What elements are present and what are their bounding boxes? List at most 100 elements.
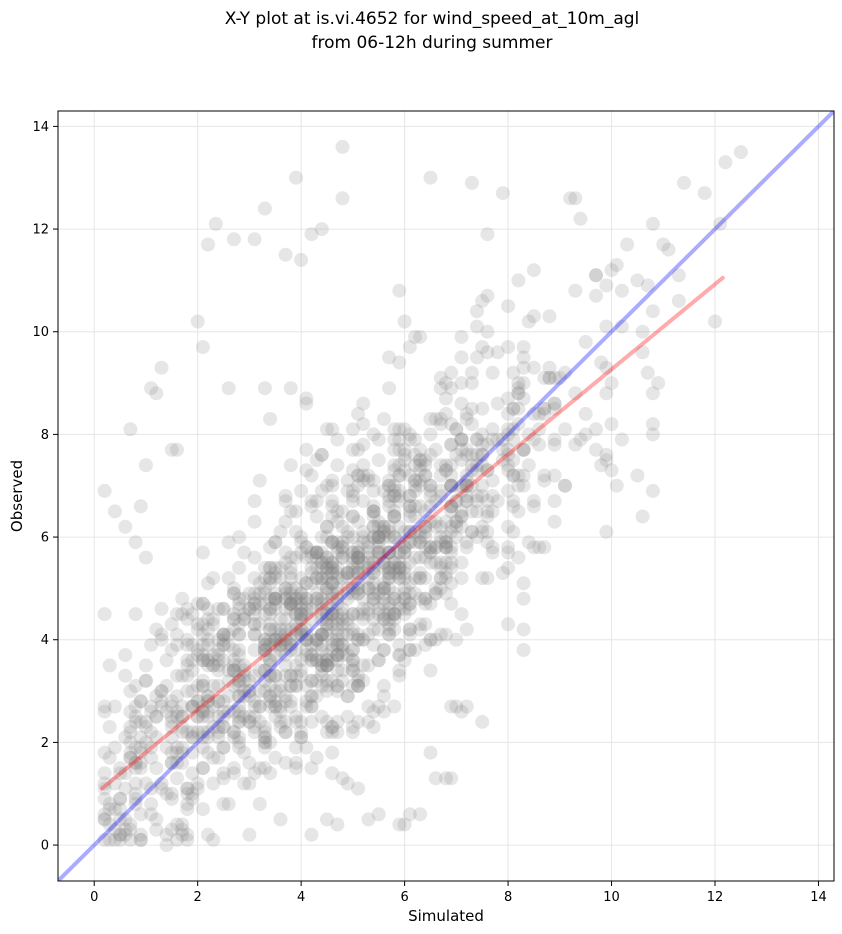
scatter-point [335,540,350,555]
scatter-point [314,222,329,237]
scatter-point [454,478,469,493]
scatter-point [128,535,143,550]
scatter-point [325,576,340,591]
scatter-point [521,427,536,442]
scatter-point [480,227,495,242]
scatter-point [475,437,490,452]
scatter-point [335,637,350,652]
scatter-point [382,560,397,575]
scatter-point [149,386,164,401]
scatter-point [501,299,516,314]
scatter-point [159,838,174,853]
scatter-point [309,591,324,606]
scatter-point [382,607,397,622]
scatter-point [345,442,360,457]
scatter-point [459,540,474,555]
scatter-point [123,725,138,740]
scatter-point [392,637,407,652]
scatter-point [387,607,402,622]
scatter-point [273,627,288,642]
scatter-point [232,678,247,693]
scatter-point [226,581,241,596]
scatter-point [252,663,267,678]
scatter-point [304,699,319,714]
scatter-point [495,432,510,447]
scatter-point [118,822,133,837]
scatter-point [480,463,495,478]
scatter-point [392,560,407,575]
scatter-point [392,817,407,832]
scatter-point [221,627,236,642]
scatter-point [278,632,293,647]
scatter-point [201,237,215,252]
y-tick-label: 6 [41,531,49,546]
scatter-point [278,581,293,596]
scatter-point [402,643,417,657]
grid-lines [58,111,834,881]
scatter-point [273,812,288,827]
scatter-point [118,668,133,683]
scatter-point [216,601,231,616]
scatter-point [263,622,278,637]
scatter-point [330,648,345,663]
x-tick-label: 12 [707,890,724,905]
scatter-point [201,725,215,740]
scatter-point [490,494,505,509]
scatter-point [268,750,283,765]
scatter-point [526,499,541,514]
scatter-point [423,412,438,426]
scatter-point [408,499,422,514]
scatter-point [268,684,283,699]
scatter-point [304,648,319,663]
scatter-point [459,473,474,488]
scatter-point [376,519,391,534]
scatter-point [351,545,366,560]
scatter-point [506,494,521,509]
scatter-point [413,458,428,473]
scatter-point [335,612,350,627]
scatter-point [671,268,686,283]
scatter-point [190,678,205,693]
scatter-point [118,730,133,745]
scatter-point [361,812,376,827]
scatter-point [335,139,350,154]
scatter-point [470,504,484,519]
scatter-point [423,499,438,514]
scatter-point [330,540,345,555]
scatter-point [294,730,309,745]
scatter-point [190,694,205,709]
scatter-point [113,761,128,776]
scatter-point [340,627,355,642]
scatter-point [578,427,593,442]
scatter-point [201,612,215,627]
scatter-point [454,704,469,719]
scatter-point [226,612,241,627]
scatter-point [299,632,314,647]
scatter-point [201,745,215,760]
scatter-point [320,627,334,642]
scatter-point [464,463,479,478]
scatter-point [180,601,195,616]
scatter-point [232,704,247,719]
scatter-point [361,473,376,488]
scatter-point [257,740,272,755]
scatter-point [423,489,438,503]
scatter-point [180,658,195,673]
scatter-point [294,607,309,622]
scatter-point [201,827,215,842]
scatter-point [640,278,655,293]
scatter-point [402,535,417,550]
scatter-point [423,745,438,760]
scatter-point [211,648,226,663]
scatter-point [325,478,340,493]
scatter-point [439,540,453,555]
scatter-point [516,643,531,657]
scatter-point [325,576,340,591]
scatter-point [506,401,521,416]
scatter-point [356,566,371,580]
scatter-point [206,658,221,673]
scatter-point [485,540,500,555]
scatter-point [320,684,334,699]
scatter-point [371,453,386,468]
scatter-point [201,637,215,652]
